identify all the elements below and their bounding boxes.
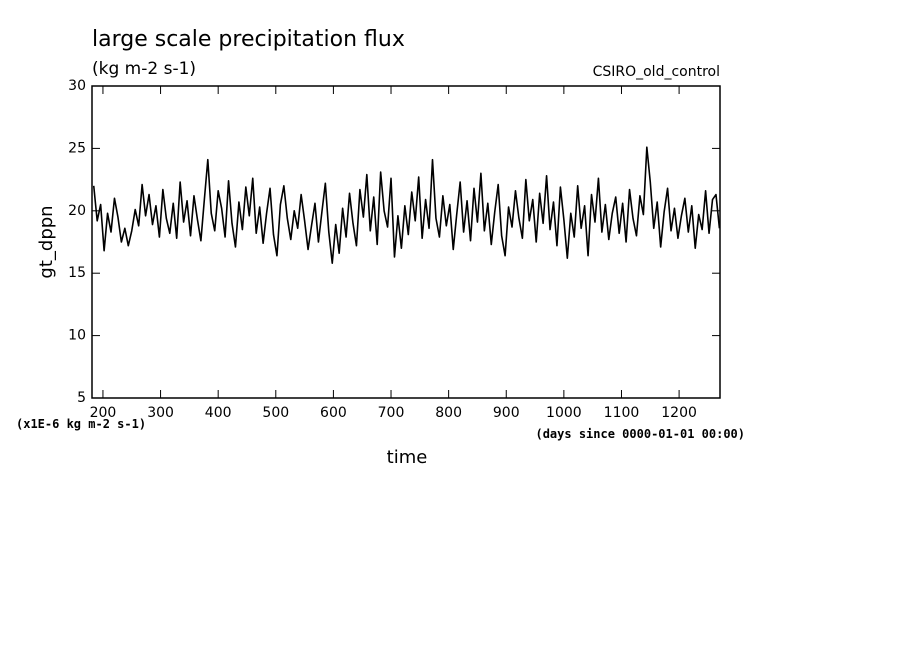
x-tick-label: 1100: [604, 405, 640, 421]
data-line: [92, 146, 721, 265]
x-unit-note: (days since 0000-01-01 00:00): [535, 427, 745, 441]
y-tick-label: 20: [68, 203, 86, 219]
x-tick-label: 300: [147, 405, 174, 421]
chart-subtitle: (kg m-2 s-1): [92, 59, 196, 79]
y-tick-label: 5: [77, 390, 86, 406]
x-tick-label: 400: [205, 405, 232, 421]
x-tick-label: 800: [435, 405, 462, 421]
chart-title: large scale precipitation flux: [92, 27, 405, 52]
y-unit-note: (x1E-6 kg m-2 s-1): [16, 417, 146, 431]
x-tick-label: 900: [493, 405, 520, 421]
y-tick-label: 30: [68, 78, 86, 94]
x-axis-label: time: [387, 447, 428, 468]
annotation: CSIRO_old_control: [593, 64, 720, 80]
x-tick-label: 700: [378, 405, 405, 421]
y-tick-label: 15: [68, 265, 86, 281]
plot-frame: [91, 85, 721, 399]
y-tick-label: 25: [68, 140, 86, 156]
x-tick-label: 500: [262, 405, 289, 421]
x-tick-label: 1200: [661, 405, 697, 421]
x-tick-label: 600: [320, 405, 347, 421]
y-tick-label: 10: [68, 328, 86, 344]
y-axis-label: gt_dppn: [36, 205, 57, 278]
x-tick-label: 1000: [546, 405, 582, 421]
x-tick-label: 200: [90, 405, 117, 421]
